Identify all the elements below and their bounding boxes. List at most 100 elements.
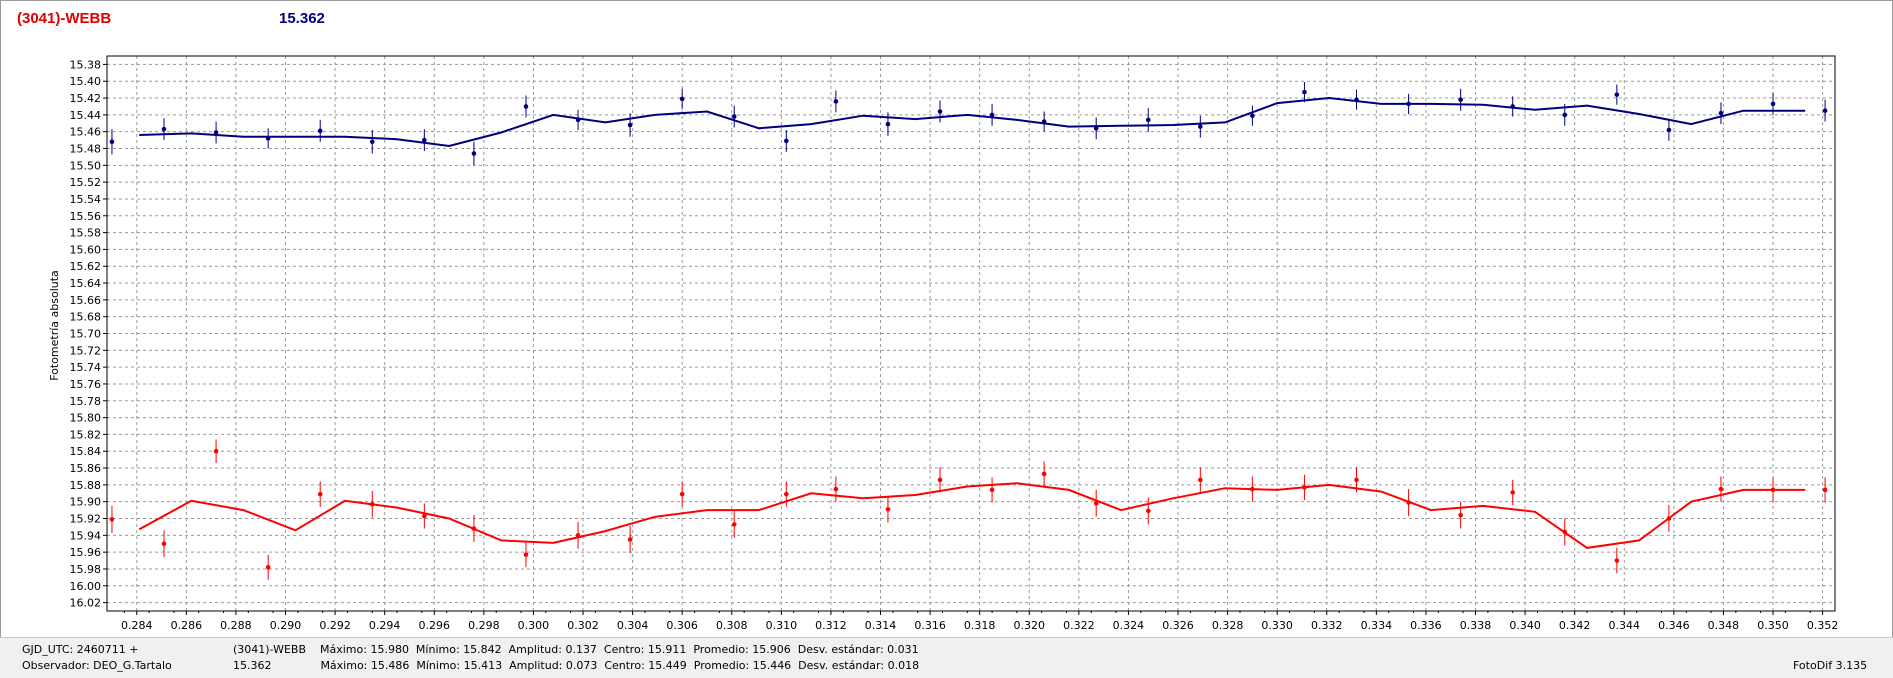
y-tick-label: 16.00 (70, 580, 102, 593)
x-tick-label: 0.304 (617, 619, 649, 632)
series-1-point (1458, 512, 1463, 518)
x-tick-label: 0.314 (865, 619, 897, 632)
series-1-point (1041, 471, 1047, 477)
series-1-point (1250, 486, 1255, 492)
footer-observer: Observador: DEO_G.Tartalo (22, 659, 172, 672)
x-tick-label: 0.290 (270, 619, 302, 632)
series-1-point (627, 537, 633, 542)
series-0-point (265, 136, 271, 141)
y-tick-label: 15.56 (70, 210, 102, 223)
x-tick-label: 0.284 (121, 619, 153, 632)
series-0-point (317, 128, 323, 134)
series-1-point (1198, 477, 1203, 483)
x-tick-label: 0.352 (1807, 619, 1839, 632)
series-0-point (1718, 110, 1724, 116)
series-1-point (369, 501, 375, 507)
series-1-point (161, 541, 167, 547)
series-0-point (1093, 126, 1099, 131)
x-tick-label: 0.300 (518, 619, 550, 632)
x-tick-label: 0.310 (766, 619, 798, 632)
series-1-point (783, 491, 789, 497)
y-tick-label: 15.76 (70, 378, 102, 391)
series-1-point (1666, 516, 1672, 521)
x-tick-label: 0.330 (1261, 619, 1293, 632)
x-tick-label: 0.306 (666, 619, 698, 632)
series-1-point (731, 522, 737, 527)
series-0-point (1562, 112, 1568, 118)
y-tick-label: 15.80 (70, 412, 102, 425)
series-1-point (1510, 490, 1516, 495)
x-tick-label: 0.326 (1162, 619, 1194, 632)
series-1-point (1354, 477, 1359, 483)
y-tick-label: 15.48 (70, 143, 102, 156)
y-tick-label: 16.02 (70, 597, 102, 610)
x-tick-label: 0.332 (1311, 619, 1343, 632)
y-tick-label: 15.84 (70, 445, 102, 458)
series-0-point (679, 96, 685, 102)
series-0-point (989, 112, 995, 118)
x-tick-label: 0.316 (914, 619, 946, 632)
y-tick-label: 15.78 (70, 395, 102, 408)
series-0-point (1250, 113, 1255, 119)
series-0-point (1614, 92, 1620, 97)
series-0-point (937, 109, 943, 114)
footer-stats-target: (3041)-WEBB Máximo: 15.980 Mínimo: 15.84… (233, 643, 919, 656)
series-1-point (679, 491, 685, 497)
series-0-point (731, 114, 737, 119)
series-0-point (1510, 104, 1516, 109)
x-tick-label: 0.302 (567, 619, 599, 632)
series-0-point (1145, 117, 1151, 123)
y-tick-label: 15.86 (70, 462, 102, 475)
x-tick-label: 0.312 (815, 619, 847, 632)
x-tick-label: 0.308 (716, 619, 748, 632)
series-1-point (1770, 487, 1776, 493)
x-tick-label: 0.342 (1559, 619, 1591, 632)
comparison-title: 15.362 (279, 10, 325, 27)
series-1-point (1093, 501, 1099, 506)
series-1-point (1562, 529, 1568, 535)
series-0-point (627, 122, 633, 128)
series-1-point (213, 448, 219, 454)
y-tick-label: 15.44 (70, 109, 102, 122)
x-tick-label: 0.296 (419, 619, 451, 632)
series-0-point (369, 139, 375, 145)
series-0-point (1354, 97, 1359, 103)
x-tick-label: 0.292 (319, 619, 351, 632)
x-tick-label: 0.338 (1460, 619, 1492, 632)
plot-border (106, 55, 1836, 612)
x-tick-label: 0.344 (1609, 619, 1641, 632)
y-tick-label: 15.60 (70, 243, 102, 256)
y-tick-label: 15.64 (70, 277, 102, 290)
y-axis-label: Fotometría absoluta (48, 270, 61, 381)
y-tick-label: 15.58 (70, 227, 102, 240)
y-tick-label: 15.42 (70, 92, 102, 105)
series-0-point (885, 121, 891, 127)
series-0-point (1302, 89, 1307, 95)
y-tick-label: 15.98 (70, 563, 102, 576)
y-tick-label: 15.94 (70, 529, 102, 542)
y-tick-label: 15.92 (70, 513, 102, 526)
series-1-point (317, 491, 323, 497)
series-1-point (1406, 500, 1411, 505)
y-tick-label: 15.52 (70, 176, 102, 189)
y-tick-label: 15.68 (70, 311, 102, 324)
series-1-point (1302, 485, 1307, 490)
series-1-point (422, 513, 427, 519)
x-tick-label: 0.334 (1361, 619, 1393, 632)
series-1-point (833, 486, 839, 492)
y-tick-label: 15.50 (70, 159, 102, 172)
x-tick-label: 0.336 (1410, 619, 1442, 632)
series-1-point (265, 564, 271, 570)
y-tick-label: 15.66 (70, 294, 102, 307)
y-tick-label: 15.62 (70, 260, 102, 273)
series-0-point (1666, 127, 1672, 133)
series-1-point (575, 533, 581, 538)
x-tick-label: 0.348 (1708, 619, 1740, 632)
series-0-point (213, 130, 219, 135)
y-tick-label: 15.74 (70, 361, 102, 374)
series-0-point (1406, 101, 1411, 107)
series-0-point (1770, 101, 1776, 107)
series-0-point (422, 137, 427, 143)
footer-gjd: GJD_UTC: 2460711 + (22, 643, 139, 656)
light-curve-chart: 15.38 15.40 15.42 15.44 15.46 15.48 15.50 15.52… (48, 55, 1839, 632)
